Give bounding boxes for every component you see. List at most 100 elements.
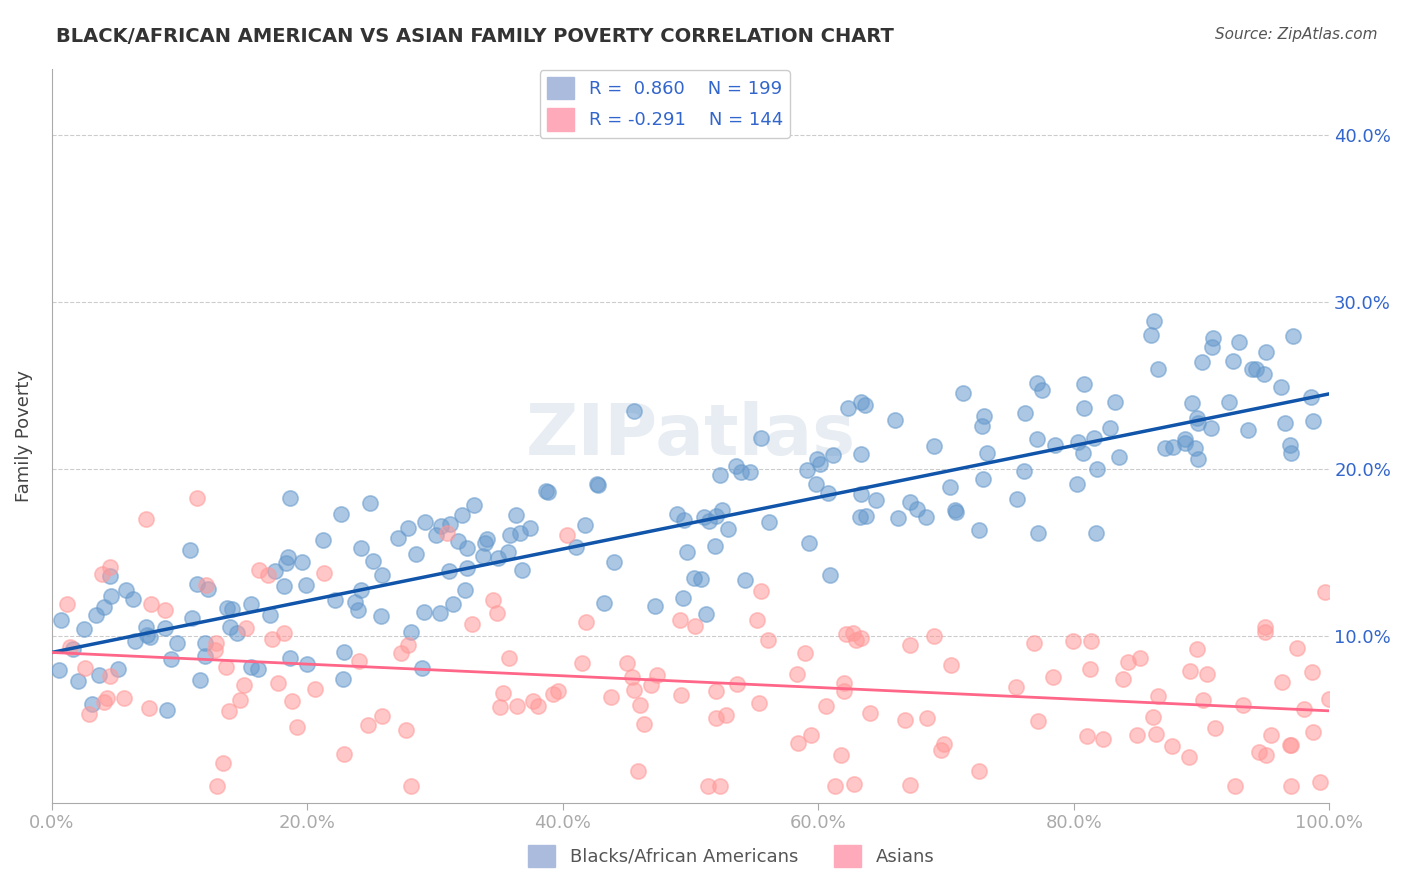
- Point: [804, 477, 827, 491]
- Point: [263, 564, 285, 578]
- Point: [900, 495, 922, 509]
- Point: [1174, 432, 1197, 446]
- Point: [943, 503, 966, 517]
- Point: [1078, 662, 1101, 676]
- Point: [859, 706, 882, 720]
- Point: [273, 579, 295, 593]
- Point: [541, 687, 564, 701]
- Point: [371, 568, 394, 582]
- Point: [474, 535, 496, 549]
- Point: [73, 622, 96, 636]
- Point: [124, 634, 146, 648]
- Point: [1301, 665, 1323, 679]
- Point: [1254, 625, 1277, 640]
- Point: [1302, 725, 1324, 739]
- Point: [537, 484, 560, 499]
- Y-axis label: Family Poverty: Family Poverty: [15, 369, 32, 501]
- Point: [1191, 355, 1213, 369]
- Point: [325, 593, 347, 607]
- Point: [669, 688, 692, 702]
- Point: [135, 620, 157, 634]
- Point: [246, 662, 269, 676]
- Point: [1192, 693, 1215, 707]
- Point: [215, 660, 238, 674]
- Point: [287, 720, 309, 734]
- Point: [295, 657, 318, 672]
- Point: [1099, 420, 1122, 434]
- Point: [218, 704, 240, 718]
- Point: [1202, 331, 1225, 345]
- Point: [1067, 434, 1090, 449]
- Point: [706, 684, 728, 698]
- Point: [534, 484, 557, 499]
- Point: [492, 686, 515, 700]
- Point: [344, 595, 367, 609]
- Point: [509, 526, 531, 541]
- Point: [67, 673, 90, 688]
- Point: [887, 510, 910, 524]
- Point: [929, 743, 952, 757]
- Point: [181, 611, 204, 625]
- Point: [806, 452, 828, 467]
- Point: [80, 697, 103, 711]
- Point: [1031, 383, 1053, 397]
- Point: [683, 619, 706, 633]
- Point: [256, 567, 278, 582]
- Point: [219, 620, 242, 634]
- Point: [437, 565, 460, 579]
- Point: [704, 711, 727, 725]
- Point: [748, 696, 770, 710]
- Point: [1178, 750, 1201, 764]
- Point: [461, 616, 484, 631]
- Point: [976, 446, 998, 460]
- Point: [1181, 396, 1204, 410]
- Point: [1042, 670, 1064, 684]
- Point: [441, 597, 464, 611]
- Point: [704, 508, 727, 523]
- Point: [98, 569, 121, 583]
- Point: [450, 508, 472, 522]
- Point: [205, 636, 228, 650]
- Point: [496, 545, 519, 559]
- Point: [1271, 675, 1294, 690]
- Point: [370, 709, 392, 723]
- Point: [291, 556, 314, 570]
- Point: [498, 650, 520, 665]
- Point: [623, 682, 645, 697]
- Point: [967, 764, 990, 778]
- Point: [1229, 335, 1251, 350]
- Point: [695, 607, 717, 622]
- Point: [1083, 431, 1105, 445]
- Point: [1116, 655, 1139, 669]
- Point: [1270, 380, 1292, 394]
- Point: [267, 676, 290, 690]
- Point: [898, 778, 921, 792]
- Point: [1240, 361, 1263, 376]
- Point: [98, 559, 121, 574]
- Point: [1180, 664, 1202, 678]
- Point: [865, 492, 887, 507]
- Point: [1147, 689, 1170, 703]
- Point: [1256, 344, 1278, 359]
- Point: [1073, 376, 1095, 391]
- Point: [294, 578, 316, 592]
- Point: [586, 477, 609, 491]
- Point: [482, 593, 505, 607]
- Point: [1232, 698, 1254, 713]
- Point: [100, 590, 122, 604]
- Point: [842, 625, 865, 640]
- Point: [179, 543, 201, 558]
- Point: [640, 678, 662, 692]
- Point: [260, 632, 283, 646]
- Point: [75, 661, 97, 675]
- Point: [1174, 436, 1197, 450]
- Point: [1204, 721, 1226, 735]
- Point: [1140, 327, 1163, 342]
- Point: [62, 641, 84, 656]
- Point: [1066, 476, 1088, 491]
- Point: [221, 601, 243, 615]
- Point: [1025, 432, 1047, 446]
- Point: [853, 398, 876, 412]
- Point: [565, 540, 588, 554]
- Point: [808, 457, 831, 471]
